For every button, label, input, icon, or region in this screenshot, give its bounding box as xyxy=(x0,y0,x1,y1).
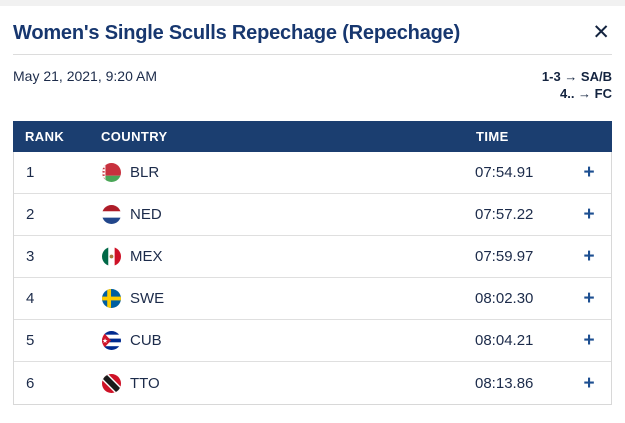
time-cell: 08:02.30 xyxy=(475,290,534,307)
rank-cell: 6 xyxy=(26,374,35,392)
flag-tto-icon xyxy=(102,373,121,393)
country-cell: NED xyxy=(102,205,475,224)
country-code: BLR xyxy=(130,164,160,181)
time-cell: 07:59.97 xyxy=(475,248,534,265)
country-cell: MEX xyxy=(102,247,475,266)
expand-row-button[interactable]: + xyxy=(579,374,599,393)
column-header-rank: RANK xyxy=(25,129,65,144)
qualification-rules: 1-3 → SA/B 4.. → FC xyxy=(542,68,612,102)
flag-blr-icon xyxy=(102,163,121,182)
page-title: Women's Single Sculls Repechage (Repecha… xyxy=(13,22,461,44)
column-header-time: TIME xyxy=(476,129,509,144)
table-row: 4 SWE 08:02.30 + xyxy=(14,278,611,320)
rank-cell: 4 xyxy=(26,290,35,307)
results-table: RANK COUNTRY TIME 1 BLR 07:54.91 + 2 NED xyxy=(13,121,612,405)
race-meta: May 21, 2021, 9:20 AM 1-3 → SA/B 4.. → F… xyxy=(13,55,612,121)
table-header-row: RANK COUNTRY TIME xyxy=(13,121,612,152)
time-cell: 08:04.21 xyxy=(475,332,534,349)
flag-ned-icon xyxy=(102,205,121,224)
table-row: 3 MEX 07:59.97 + xyxy=(14,236,611,278)
race-datetime: May 21, 2021, 9:20 AM xyxy=(13,68,157,84)
country-code: NED xyxy=(130,206,162,223)
time-cell: 07:54.91 xyxy=(475,164,534,181)
table-row: 2 NED 07:57.22 + xyxy=(14,194,611,236)
rank-cell: 1 xyxy=(26,164,35,181)
qualification-rule: 1-3 → SA/B xyxy=(541,69,612,84)
flag-swe-icon xyxy=(102,289,121,308)
country-cell: TTO xyxy=(102,373,475,393)
table-row: 6 TTO 08:13.86 + xyxy=(14,362,611,404)
time-cell: 08:13.86 xyxy=(475,374,534,392)
table-row: 5 CUB 08:04.21 + xyxy=(14,320,611,362)
country-code: CUB xyxy=(130,332,162,349)
modal-header: Women's Single Sculls Repechage (Repecha… xyxy=(13,6,612,55)
close-icon[interactable]: ✕ xyxy=(592,21,610,44)
expand-row-button[interactable]: + xyxy=(579,331,599,350)
expand-row-button[interactable]: + xyxy=(579,247,599,266)
time-cell: 07:57.22 xyxy=(475,206,534,223)
page-top-edge xyxy=(0,0,625,6)
country-cell: BLR xyxy=(102,163,475,182)
country-cell: SWE xyxy=(102,289,475,308)
expand-row-button[interactable]: + xyxy=(579,289,599,308)
table-row: 1 BLR 07:54.91 + xyxy=(14,152,611,194)
country-code: TTO xyxy=(130,374,160,392)
rank-cell: 2 xyxy=(26,206,35,223)
country-cell: CUB xyxy=(102,331,475,350)
column-header-country: COUNTRY xyxy=(101,129,168,144)
country-code: MEX xyxy=(130,248,163,265)
results-modal: Women's Single Sculls Repechage (Repecha… xyxy=(0,6,625,405)
rank-cell: 5 xyxy=(26,332,35,349)
flag-mex-icon xyxy=(102,247,121,266)
expand-row-button[interactable]: + xyxy=(579,205,599,224)
flag-cub-icon xyxy=(102,331,121,350)
rank-cell: 3 xyxy=(26,248,35,265)
qualification-rule: 4.. → FC xyxy=(559,86,612,101)
country-code: SWE xyxy=(130,290,165,307)
expand-row-button[interactable]: + xyxy=(579,163,599,182)
